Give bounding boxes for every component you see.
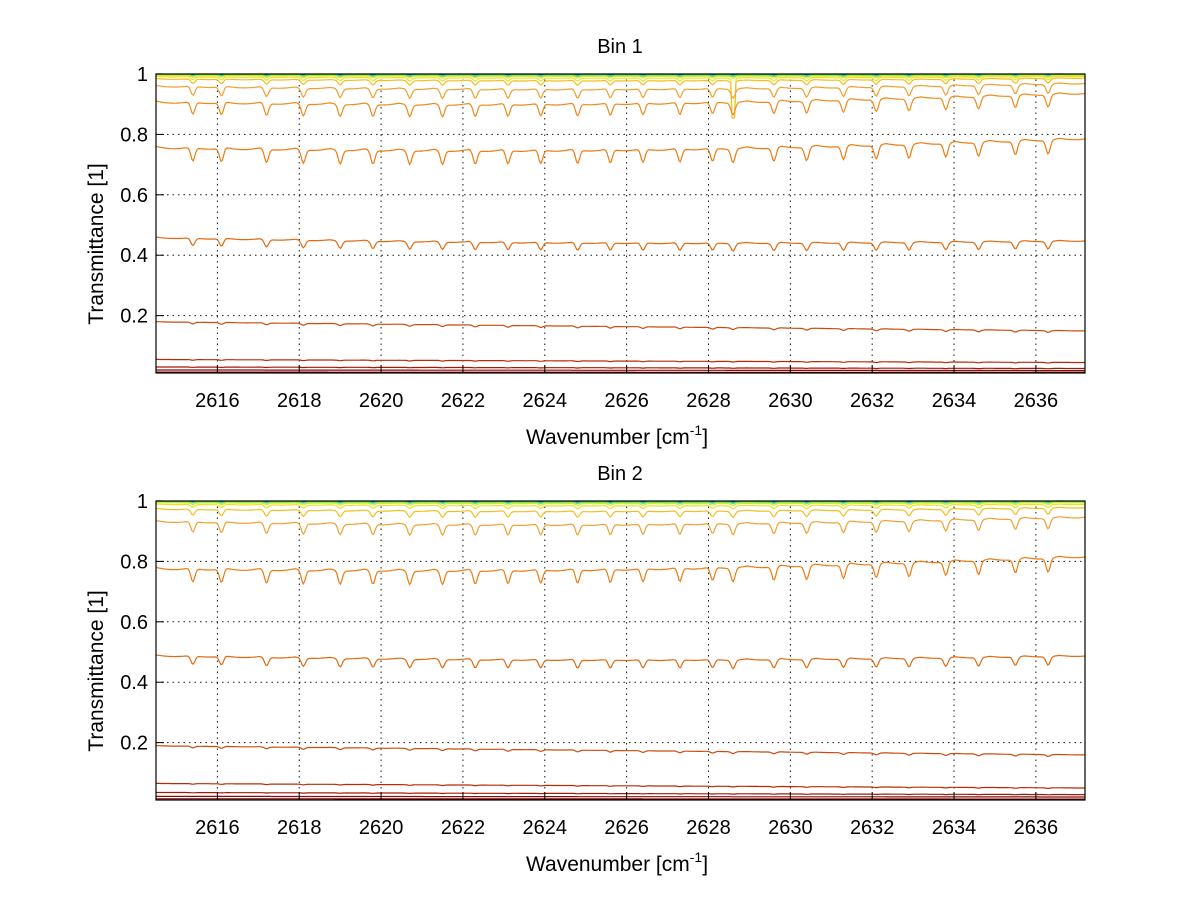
- x-tick-label: 2636: [1014, 390, 1059, 412]
- x-tick-label: 2618: [277, 390, 322, 412]
- series-line-12: [155, 791, 1085, 796]
- series-line-3: [156, 501, 1086, 505]
- x-tick-label: 2620: [359, 817, 404, 839]
- series-line-6: [155, 77, 1086, 120]
- y-axis-label: Transmittance [1]: [85, 163, 108, 324]
- x-tick-label: 2630: [768, 390, 813, 412]
- series-line-10: [155, 745, 1085, 758]
- x-tick-label: 2632: [850, 817, 895, 839]
- series-line-13: [156, 795, 1085, 798]
- y-tick-label: 0.6: [120, 612, 148, 634]
- y-tick-label: 0.8: [120, 551, 148, 573]
- plot-frame: [155, 73, 1086, 374]
- x-tick-label: 2630: [768, 817, 813, 839]
- x-tick-label: 2624: [523, 390, 568, 412]
- y-tick-label: 0.8: [120, 124, 148, 146]
- x-tick-label: 2620: [359, 390, 404, 412]
- chart-bin-1: Bin 1 2616 2618 2620 2622 2624 2626 2628 2630 26…: [85, 36, 1086, 449]
- x-tick-label: 2622: [441, 817, 486, 839]
- series-line-7: [155, 516, 1086, 537]
- series-line-13: [156, 366, 1085, 370]
- x-tick-label: 2616: [195, 390, 240, 412]
- series-line-4: [156, 74, 1085, 79]
- series-line-14: [156, 369, 1085, 372]
- series-line-3: [156, 74, 1086, 78]
- chart-bin-2: Bin 2 2616 2618 2620 2622 2624 2626 2628 2630 26…: [85, 463, 1086, 876]
- series-line-11: [156, 782, 1085, 789]
- x-axis-label: Wavenumber [cm-1]: [526, 849, 708, 876]
- x-axis-label: Wavenumber [cm-1]: [526, 422, 708, 449]
- series-line-9: [155, 137, 1086, 166]
- x-tick-label: 2632: [850, 390, 895, 412]
- series-line-10: [155, 236, 1086, 252]
- y-tick-label: 0.2: [120, 306, 148, 328]
- x-tick-label: 2626: [604, 390, 649, 412]
- x-tick-label: 2616: [195, 817, 240, 839]
- series-line-8: [155, 555, 1086, 586]
- chart-title: Bin 1: [597, 36, 643, 58]
- x-tick-label: 2628: [686, 390, 731, 412]
- series-line-5: [155, 75, 1086, 115]
- x-tick-label: 2628: [686, 817, 731, 839]
- y-tick-label: 0.6: [120, 185, 148, 207]
- x-tick-label: 2622: [441, 390, 486, 412]
- x-tick-label: 2634: [932, 817, 977, 839]
- chart-title: Bin 2: [597, 463, 643, 485]
- y-tick-label: 0.4: [120, 672, 148, 694]
- series-line-8: [155, 92, 1086, 118]
- x-tick-label: 2624: [523, 817, 568, 839]
- y-tick-label: 0.4: [120, 245, 148, 267]
- y-tick-label: 1: [137, 64, 148, 86]
- series-line-11: [156, 321, 1085, 334]
- y-tick-label: 1: [137, 491, 148, 513]
- x-tick-label: 2634: [932, 390, 977, 412]
- series-line-9: [155, 654, 1086, 670]
- series-line-12: [156, 358, 1085, 364]
- series-line-6: [155, 506, 1086, 519]
- y-axis-label: Transmittance [1]: [85, 590, 108, 751]
- series-line-5: [155, 503, 1085, 510]
- plot-frame: [155, 500, 1086, 801]
- x-tick-label: 2636: [1014, 817, 1059, 839]
- x-tick-label: 2626: [604, 817, 649, 839]
- series-line-7: [155, 82, 1086, 100]
- y-tick-label: 0.2: [120, 733, 148, 755]
- x-tick-label: 2618: [277, 817, 322, 839]
- series-line-4: [156, 501, 1085, 507]
